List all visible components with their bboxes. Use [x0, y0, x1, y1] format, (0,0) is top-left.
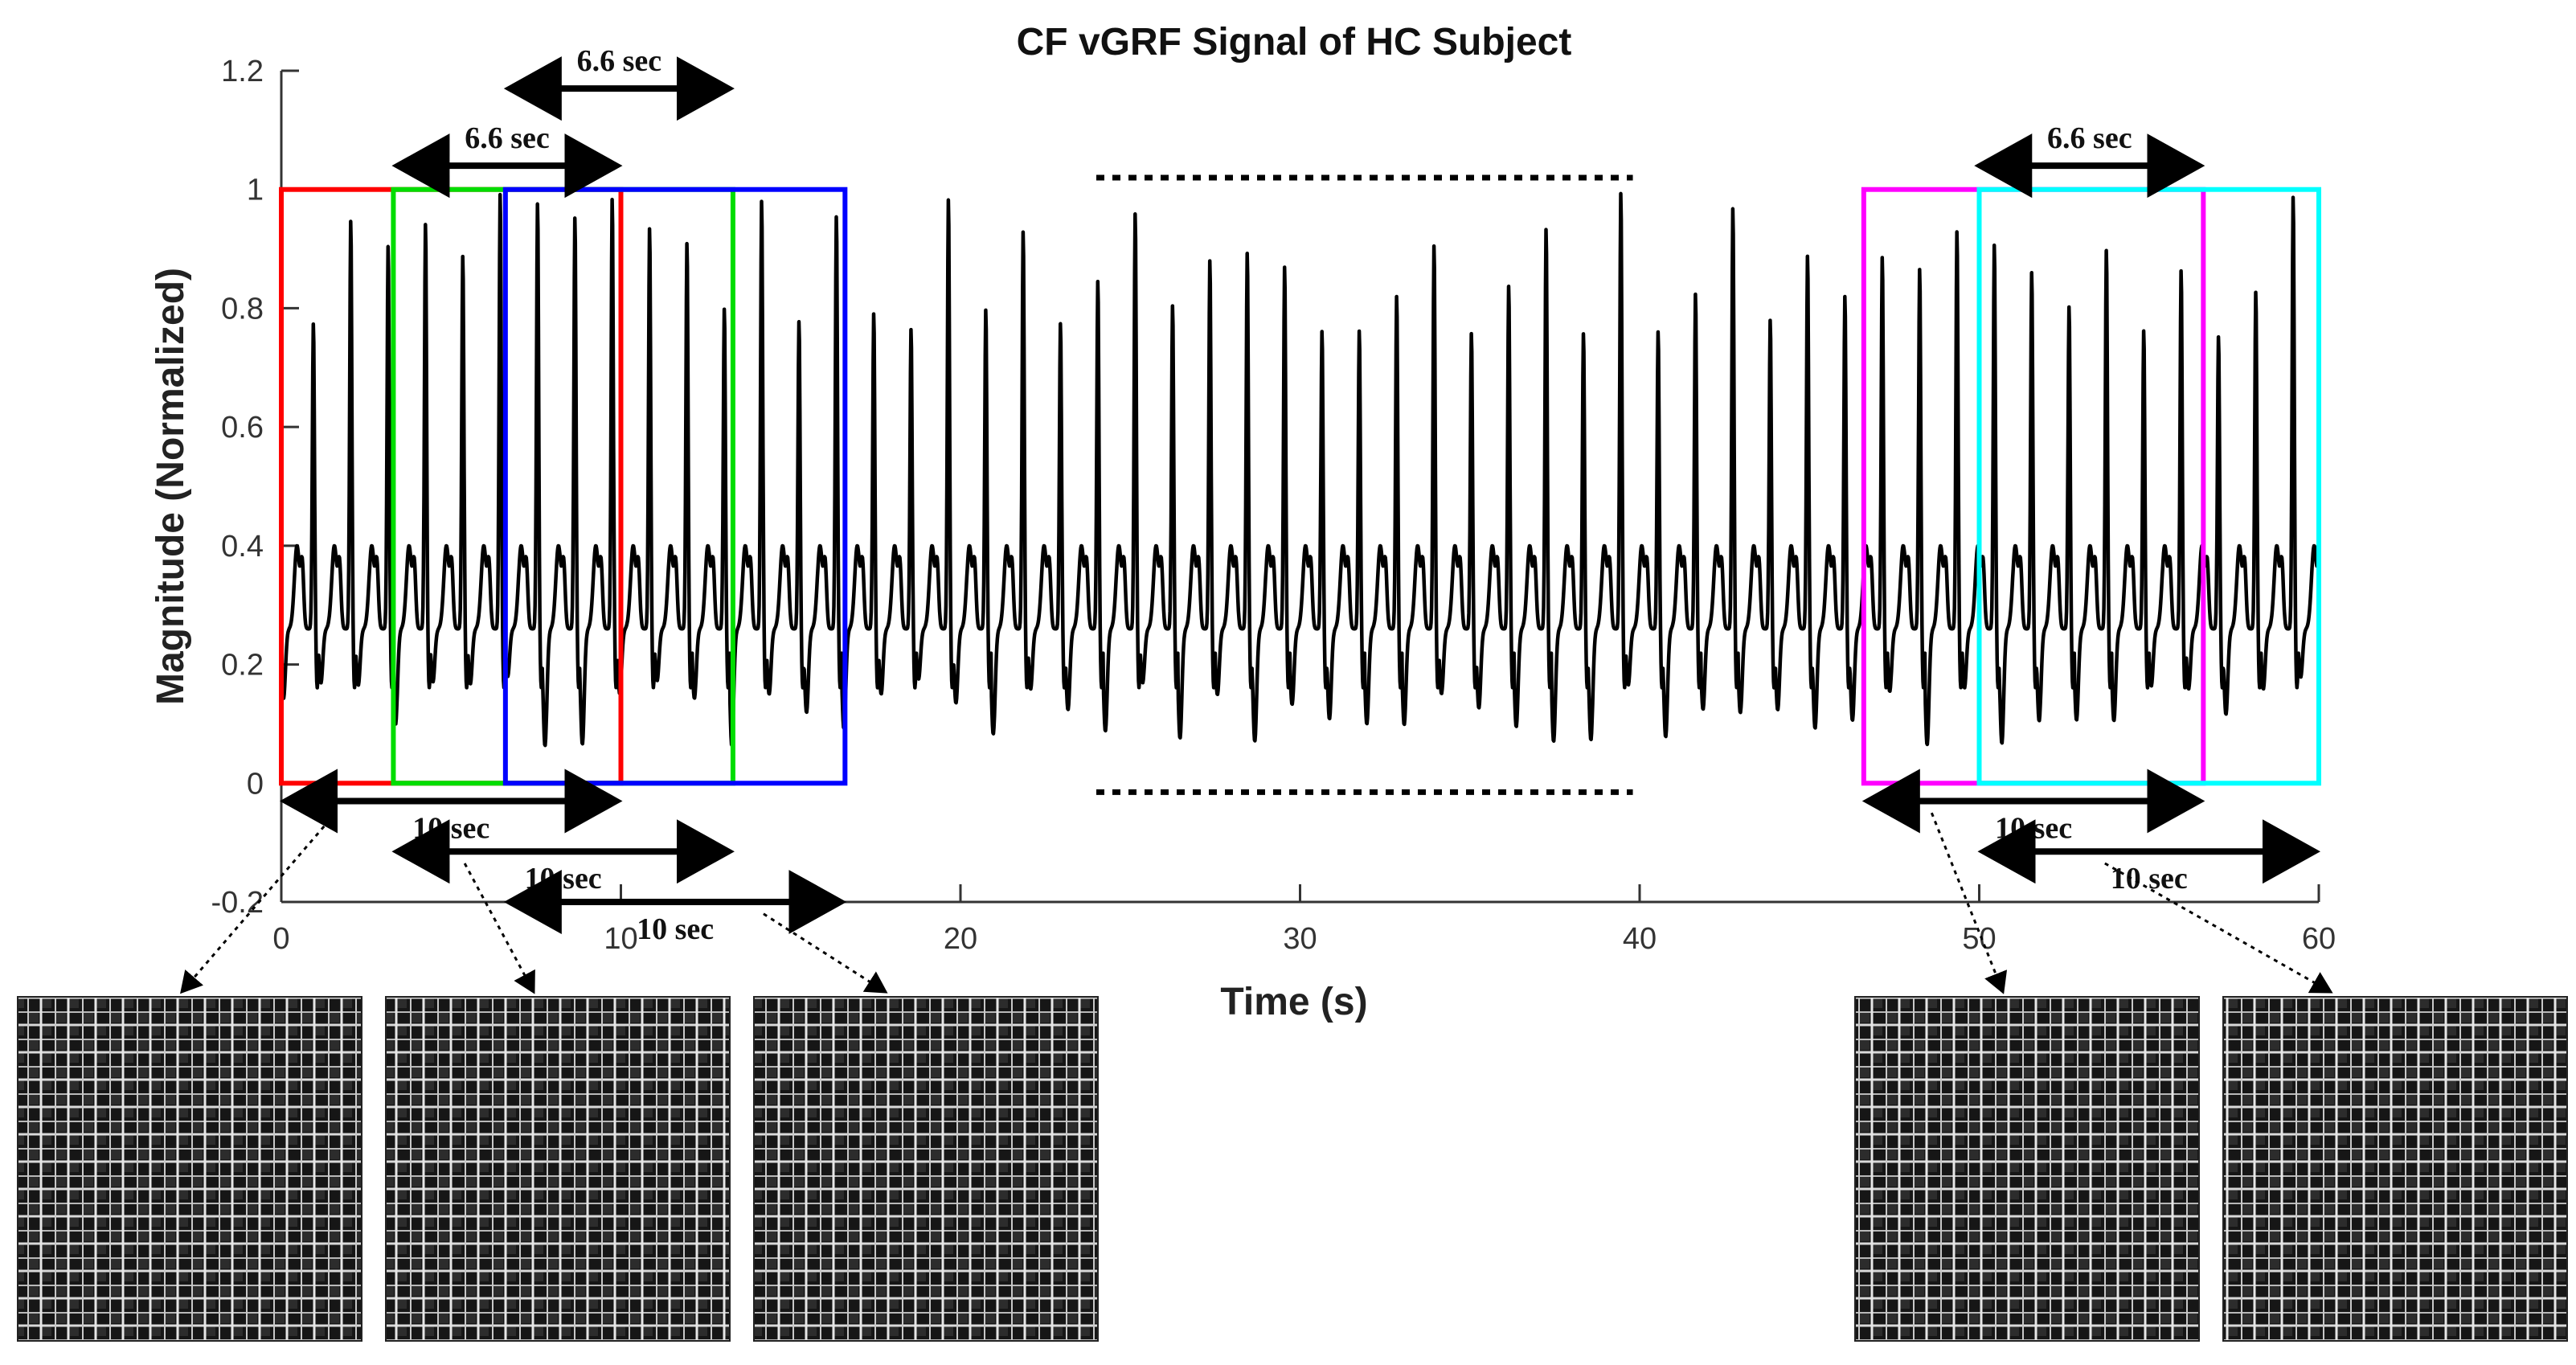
thumbnail-4-pointer — [1930, 812, 2008, 994]
window-length-1-label: 10 sec — [412, 811, 489, 845]
overlap-2-label: 6.6 sec — [465, 121, 550, 155]
thumbnail-layer — [17, 812, 2568, 1342]
signal-layer — [279, 191, 2321, 748]
thumbnail-2-pointer — [463, 863, 535, 994]
thumbnail-1 — [17, 996, 362, 1342]
thumbnail-4 — [1854, 996, 2200, 1342]
x-tick-label: 0 — [272, 922, 289, 956]
signal-line — [279, 191, 2321, 748]
y-tick-label: -0.2 — [211, 886, 264, 920]
y-tick-label: 0.4 — [221, 530, 264, 564]
window-length-4-label: 10 sec — [1995, 811, 2072, 845]
x-tick-label: 50 — [1962, 922, 1996, 956]
annotation-layer: 6.6 sec 6.6 sec 6.6 sec 10 sec 10 sec 10 sec 1… — [280, 44, 2320, 946]
window-length-2-label: 10 sec — [525, 862, 602, 896]
y-tick-label: 1.2 — [221, 55, 264, 88]
y-tick-label: 0.8 — [221, 292, 264, 326]
thumbnail-5 — [2222, 996, 2568, 1342]
chart-title: CF vGRF Signal of HC Subject — [1017, 21, 1572, 64]
thumbnail-3-pointer — [763, 912, 888, 994]
overlap-3-label: 6.6 sec — [2047, 121, 2132, 155]
x-tick-label: 20 — [944, 922, 977, 956]
y-tick-label: 0 — [247, 767, 264, 801]
thumbnail-3 — [753, 996, 1099, 1342]
thumbnail-2 — [385, 996, 731, 1342]
window-length-3-label: 10 sec — [637, 912, 714, 946]
window-1-rect — [279, 187, 624, 786]
y-tick-label: 0.6 — [221, 411, 264, 445]
window-2-rect — [391, 187, 735, 786]
y-tick-label: 1 — [247, 174, 264, 207]
window-length-5-label: 10 sec — [2111, 862, 2188, 896]
x-tick-label: 40 — [1623, 922, 1657, 956]
x-tick-label: 60 — [2302, 922, 2336, 956]
y-tick-label: 0.2 — [221, 649, 264, 682]
thumbnail-5-pointer — [2104, 862, 2333, 994]
x-axis-label: Time (s) — [1220, 981, 1367, 1023]
y-axis-label: Magnitude (Normalized) — [149, 268, 192, 705]
thumbnail-1-pointer — [180, 812, 337, 994]
overlap-1-label: 6.6 sec — [577, 44, 662, 78]
window-layer — [279, 187, 2321, 786]
x-tick-label: 30 — [1283, 922, 1317, 956]
window-3-rect — [502, 187, 848, 786]
x-tick-label: 10 — [604, 922, 637, 956]
